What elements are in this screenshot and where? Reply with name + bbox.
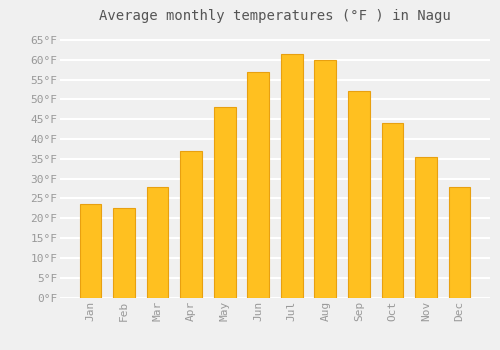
Bar xyxy=(248,72,269,298)
Bar xyxy=(113,208,135,298)
Bar xyxy=(415,157,437,298)
Bar xyxy=(281,54,302,298)
Bar xyxy=(348,91,370,298)
Title: Average monthly temperatures (°F ) in Nagu: Average monthly temperatures (°F ) in Na… xyxy=(99,9,451,23)
Bar xyxy=(382,123,404,298)
Bar xyxy=(314,60,336,298)
Bar xyxy=(448,187,470,298)
Bar xyxy=(80,204,102,298)
Bar xyxy=(214,107,236,298)
Bar xyxy=(146,187,169,298)
Bar xyxy=(180,151,202,298)
